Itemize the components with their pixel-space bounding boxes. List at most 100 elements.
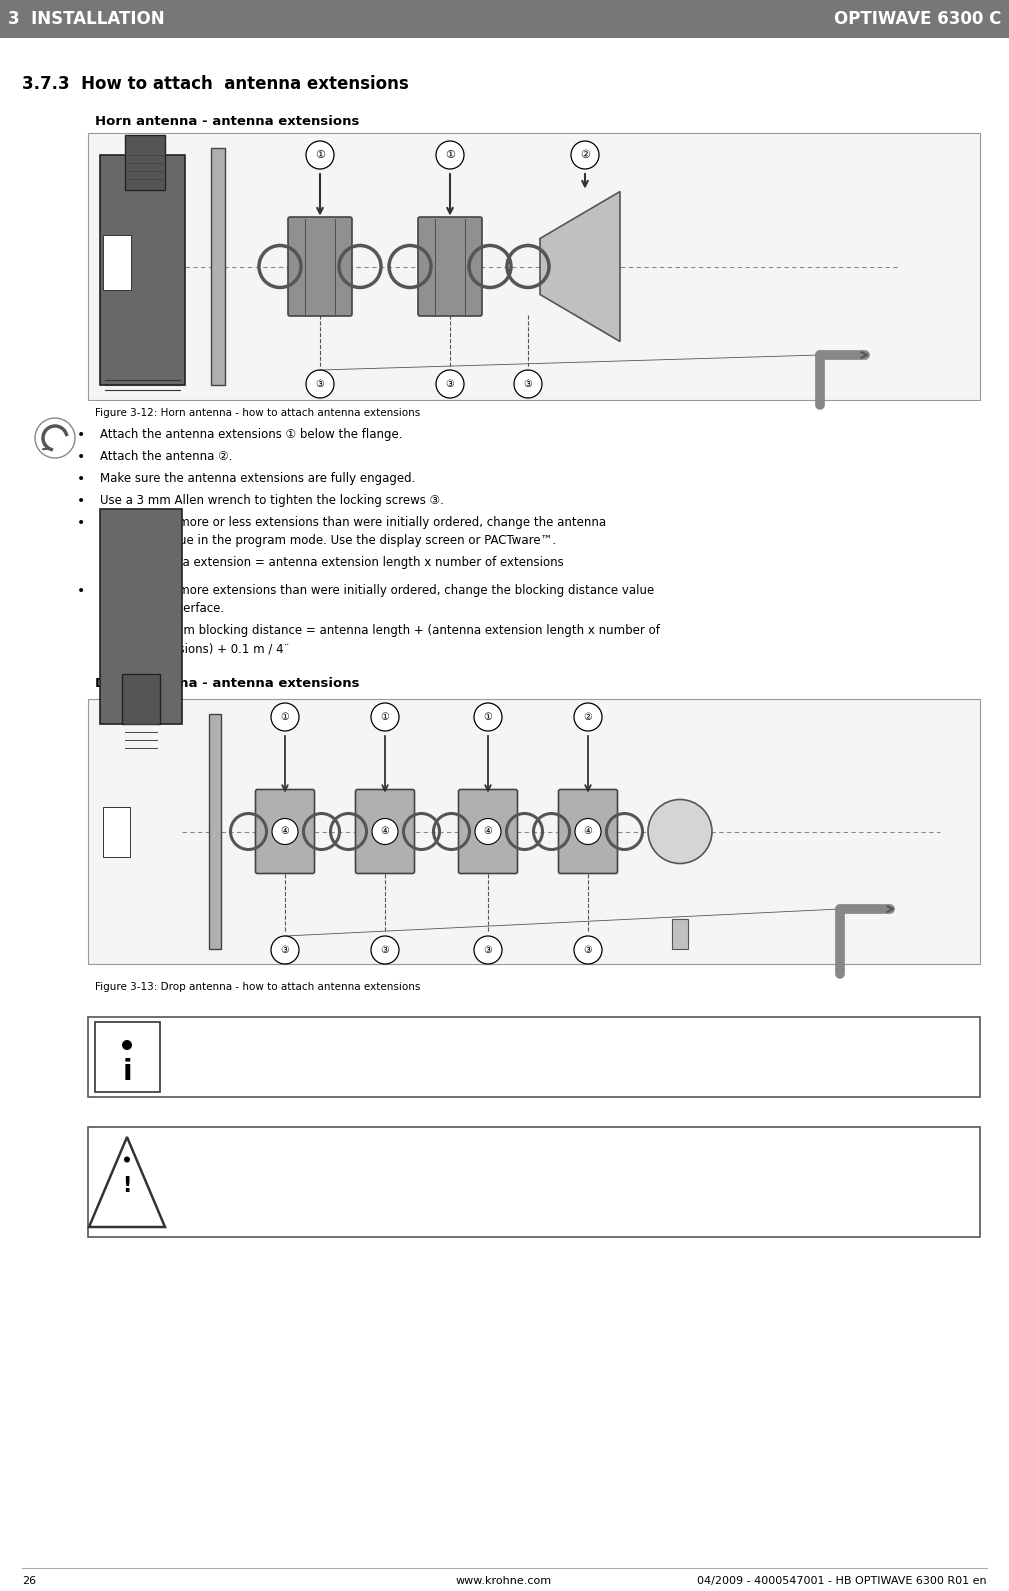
Bar [88, 1126, 980, 1236]
Circle shape [574, 936, 602, 964]
Circle shape [474, 703, 502, 730]
Bar [100, 154, 185, 385]
Circle shape [124, 1157, 130, 1163]
Text: Drop antenna:: Drop antenna: [175, 1153, 276, 1166]
Text: If you attach more extensions than were initially ordered, change the blocking d: If you attach more extensions than were … [100, 584, 654, 597]
Text: Figure 3-12: Horn antenna - how to attach antenna extensions: Figure 3-12: Horn antenna - how to attac… [95, 407, 421, 418]
Circle shape [122, 1041, 132, 1050]
FancyBboxPatch shape [288, 216, 352, 317]
Bar [672, 920, 688, 948]
Circle shape [436, 371, 464, 398]
Text: ④: ④ [583, 826, 592, 837]
Text: Drop antenna - antenna extensions: Drop antenna - antenna extensions [95, 678, 359, 690]
Circle shape [436, 142, 464, 169]
Text: •: • [77, 515, 85, 530]
Text: Make sure that there are not more than 5 antenna extensions attached to a device: Make sure that there are not more than 5… [253, 1153, 778, 1166]
Circle shape [571, 142, 599, 169]
Text: ③: ③ [281, 945, 290, 955]
Bar [88, 134, 980, 399]
Text: ➔: ➔ [115, 624, 125, 636]
FancyBboxPatch shape [355, 789, 415, 873]
Text: ④: ④ [380, 826, 389, 837]
Circle shape [575, 818, 601, 845]
Text: ④: ④ [483, 826, 492, 837]
Text: ➔: ➔ [115, 555, 125, 570]
Text: 04/2009 - 4000547001 - HB OPTIWAVE 6300 R01 en: 04/2009 - 4000547001 - HB OPTIWAVE 6300 … [697, 1577, 987, 1586]
Text: ③: ③ [524, 379, 533, 390]
Circle shape [272, 818, 298, 845]
Text: OPTIWAVE 6300 C: OPTIWAVE 6300 C [833, 10, 1001, 29]
Text: i: i [122, 1058, 132, 1087]
Text: Use a 3 mm Allen wrench to tighten the locking screws ③.: Use a 3 mm Allen wrench to tighten the l… [100, 493, 444, 508]
Text: www.krohne.com: www.krohne.com [456, 1577, 552, 1586]
Text: CAUTION!: CAUTION! [175, 1134, 243, 1149]
Text: in the user interface.: in the user interface. [100, 601, 224, 616]
Bar [88, 1017, 980, 1098]
Polygon shape [540, 191, 620, 342]
Text: 3.7.3  How to attach  antenna extensions: 3.7.3 How to attach antenna extensions [22, 75, 409, 92]
FancyBboxPatch shape [458, 789, 518, 873]
Circle shape [271, 936, 299, 964]
Text: Antenna extensions can only be attached below flanges without the PP/PTFE: Antenna extensions can only be attached … [250, 1047, 734, 1060]
Circle shape [648, 800, 712, 864]
Bar [103, 235, 131, 290]
Text: ③: ③ [316, 379, 324, 390]
Text: ①: ① [315, 150, 325, 161]
Text: ③: ③ [380, 945, 389, 955]
Text: Attach the antenna ②.: Attach the antenna ②. [100, 450, 232, 463]
Circle shape [306, 142, 334, 169]
Text: If you attach more or less extensions than were initially ordered, change the an: If you attach more or less extensions th… [100, 515, 606, 528]
Bar [88, 698, 980, 964]
Text: with a Drop antenna. If there are more than 5 antenna extensions, the device wil: with a Drop antenna. If there are more t… [175, 1173, 771, 1185]
Text: ①: ① [483, 713, 492, 722]
Text: ①: ① [445, 150, 455, 161]
Circle shape [514, 371, 542, 398]
Bar [100, 509, 182, 724]
FancyBboxPatch shape [418, 216, 482, 317]
Text: ①: ① [281, 713, 290, 722]
Bar [95, 1021, 160, 1091]
Circle shape [371, 703, 399, 730]
Circle shape [35, 418, 75, 458]
Text: 3  INSTALLATION: 3 INSTALLATION [8, 10, 164, 29]
Text: •: • [77, 428, 85, 442]
Text: correctly.: correctly. [175, 1193, 233, 1206]
Text: Minimum blocking distance = antenna length + (antenna extension length x number : Minimum blocking distance = antenna leng… [140, 624, 660, 636]
Bar [103, 807, 130, 856]
Circle shape [371, 936, 399, 964]
Text: ②: ② [583, 713, 592, 722]
Text: Figure 3-13: Drop antenna - how to attach antenna extensions: Figure 3-13: Drop antenna - how to attac… [95, 982, 421, 993]
Circle shape [475, 818, 501, 845]
Text: •: • [77, 584, 85, 598]
Bar [0, 0, 1009, 38]
Text: •: • [77, 473, 85, 485]
Text: Attach the antenna extensions ① below the flange.: Attach the antenna extensions ① below th… [100, 428, 403, 441]
Text: Antenna extension = antenna extension length x number of extensions: Antenna extension = antenna extension le… [140, 555, 564, 570]
Text: Make sure the antenna extensions are fully engaged.: Make sure the antenna extensions are ful… [100, 473, 416, 485]
FancyBboxPatch shape [255, 789, 315, 873]
Text: extensions) + 0.1 m / 4¨: extensions) + 0.1 m / 4¨ [145, 643, 290, 655]
Bar [125, 135, 165, 189]
Text: ②: ② [580, 150, 590, 161]
Text: INFORMATION!: INFORMATION! [175, 1028, 279, 1041]
Text: •: • [77, 450, 85, 465]
Text: 26: 26 [22, 1577, 36, 1586]
Text: ③: ③ [483, 945, 492, 955]
Circle shape [306, 371, 334, 398]
Text: ③: ③ [446, 379, 454, 390]
Bar [122, 675, 160, 724]
Text: ①: ① [380, 713, 389, 722]
Circle shape [474, 936, 502, 964]
Text: !: ! [122, 1176, 132, 1196]
Bar [211, 148, 225, 385]
Circle shape [574, 703, 602, 730]
Circle shape [271, 703, 299, 730]
Text: flange plate option: flange plate option [175, 1068, 293, 1080]
Text: ④: ④ [281, 826, 290, 837]
Bar [209, 714, 221, 948]
Polygon shape [89, 1138, 165, 1227]
Text: extension value in the program mode. Use the display screen or PACTware™.: extension value in the program mode. Use… [100, 535, 556, 547]
Text: ③: ③ [583, 945, 592, 955]
Text: Drop antenna:: Drop antenna: [175, 1047, 276, 1060]
FancyBboxPatch shape [559, 789, 618, 873]
